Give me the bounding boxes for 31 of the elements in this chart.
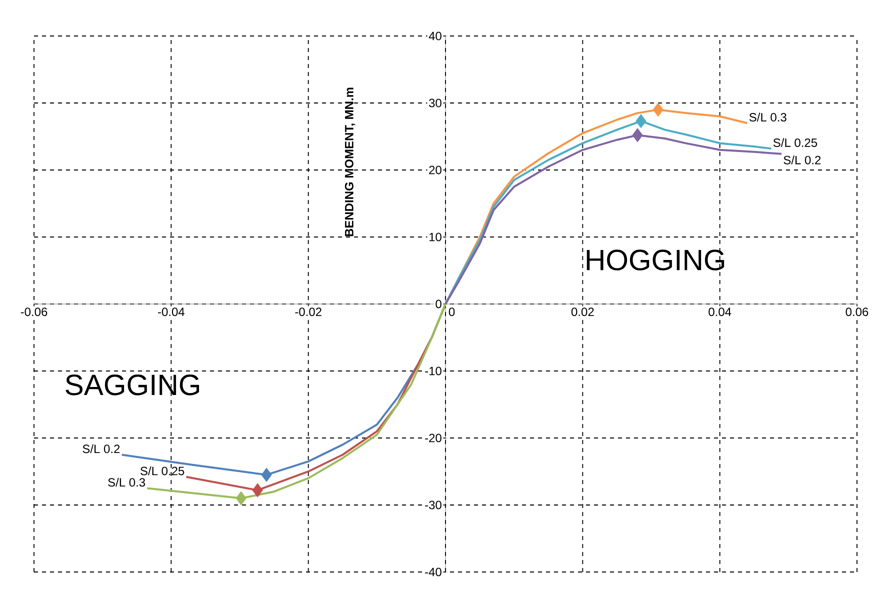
y-tick-label: -10 [425, 366, 442, 376]
y-tick-label: -30 [425, 500, 442, 510]
series-label: S/L 0.2 [784, 156, 821, 164]
y-tick-label: -40 [425, 568, 442, 576]
x-tick-label: -0.06 [20, 308, 48, 316]
annotation: HOGGING [586, 250, 724, 270]
series-label: S/L 0.25 [773, 138, 818, 147]
series-label: S/L 0.3 [108, 478, 146, 487]
annotation: SAGGING [66, 374, 200, 396]
y-tick-label: 40 [428, 32, 442, 40]
x-tick-label: -0.02 [295, 308, 322, 316]
y-tick-label: 10 [429, 232, 442, 242]
point [652, 102, 664, 117]
point [632, 128, 643, 142]
y-axis-title: BENDING MOMENT, MN.m [344, 88, 356, 236]
series-label: S/L 0.25 [140, 466, 184, 476]
x-tick-label: -0.04 [158, 308, 184, 316]
x-tick-label: 0.02 [571, 308, 594, 316]
x-tick-label: 0.06 [846, 308, 868, 316]
point [236, 491, 246, 506]
y-tick-label: 20 [429, 166, 442, 174]
y-tick-label: 0 [436, 300, 442, 308]
series-label: S/L 0.2 [82, 444, 120, 454]
x-tick-label: 0.04 [708, 308, 732, 316]
x-tick-label: 0 [448, 308, 455, 316]
series-label: S/L 0.3 [749, 112, 786, 122]
point [261, 468, 272, 482]
y-tick-label: -20 [425, 434, 442, 442]
point [252, 483, 263, 498]
y-tick-label: 30 [429, 98, 442, 108]
point [636, 114, 646, 128]
